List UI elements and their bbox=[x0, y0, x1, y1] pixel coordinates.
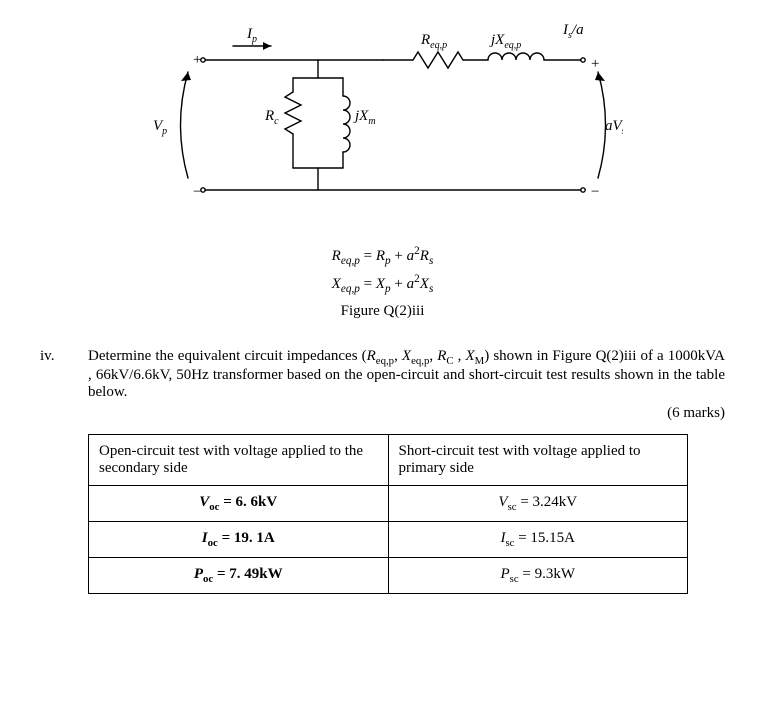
svg-text:Ip: Ip bbox=[246, 26, 257, 45]
equation-xeq: Xeq,p = Xp + a2Xs bbox=[20, 273, 745, 295]
test-results-table: Open-circuit test with voltage applied t… bbox=[88, 434, 688, 594]
equation-req: Req,p = Rp + a2Rs bbox=[20, 245, 745, 267]
svg-text:+: + bbox=[591, 56, 599, 72]
table-header-right: Short-circuit test with voltage applied … bbox=[388, 435, 688, 486]
table-row: Poc = 7. 49kW Psc = 9.3kW bbox=[89, 558, 688, 594]
circuit-diagram: Ip + − Vp Rc jXm Req,p jXeq,p Is/a + − a… bbox=[143, 20, 623, 235]
svg-text:+: + bbox=[193, 52, 201, 68]
table-row: Voc = 6. 6kV Vsc = 3.24kV bbox=[89, 486, 688, 522]
svg-text:jXm: jXm bbox=[353, 108, 376, 127]
svg-text:−: − bbox=[591, 184, 599, 200]
marks-label: (6 marks) bbox=[20, 401, 745, 434]
question-text: Determine the equivalent circuit impedan… bbox=[88, 348, 725, 401]
svg-text:Is/a: Is/a bbox=[562, 22, 584, 41]
table-row: Ioc = 19. 1A Isc = 15.15A bbox=[89, 522, 688, 558]
svg-text:Rc: Rc bbox=[264, 108, 279, 127]
figure-caption: Figure Q(2)iii bbox=[20, 303, 745, 320]
svg-text:Req,p: Req,p bbox=[420, 32, 447, 51]
svg-text:Vp: Vp bbox=[153, 118, 167, 137]
question-number: iv. bbox=[40, 348, 88, 365]
svg-text:−: − bbox=[193, 184, 201, 200]
svg-text:jXeq,p: jXeq,p bbox=[489, 32, 521, 51]
table-row: Open-circuit test with voltage applied t… bbox=[89, 435, 688, 486]
table-header-left: Open-circuit test with voltage applied t… bbox=[89, 435, 389, 486]
svg-text:aVs: aVs bbox=[605, 118, 623, 137]
